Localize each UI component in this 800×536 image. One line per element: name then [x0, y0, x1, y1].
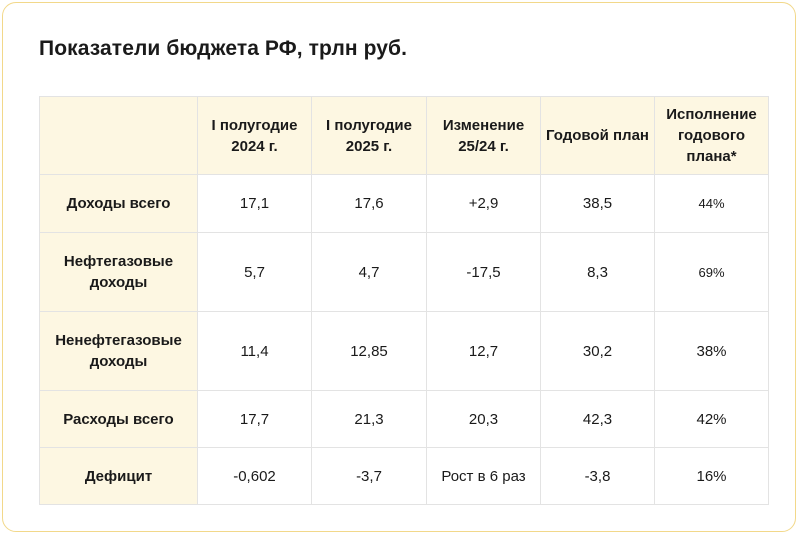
table-row: Доходы всего 17,1 17,6 +2,9 38,5 44% — [39, 174, 769, 233]
table-cell: 17,1 — [197, 174, 312, 233]
table-cell: 69% — [654, 232, 769, 312]
table-cell: 30,2 — [540, 311, 655, 391]
row-label: Нефтегазовые доходы — [39, 232, 198, 312]
row-label: Доходы всего — [39, 174, 198, 233]
page-title: Показатели бюджета РФ, трлн руб. — [39, 37, 408, 60]
table-row: Ненефтегазовые доходы 11,4 12,85 12,7 30… — [39, 311, 769, 391]
table-cell: 4,7 — [311, 232, 427, 312]
table-cell: -3,7 — [311, 447, 427, 505]
budget-table: I полугодие 2024 г. I полугодие 2025 г. … — [39, 96, 769, 505]
table-cell: 20,3 — [426, 390, 541, 448]
table-row: Нефтегазовые доходы 5,7 4,7 -17,5 8,3 69… — [39, 232, 769, 312]
table-cell: 38,5 — [540, 174, 655, 233]
table-cell: 17,7 — [197, 390, 312, 448]
table-cell: 16% — [654, 447, 769, 505]
row-label: Ненефтегазовые доходы — [39, 311, 198, 391]
table-cell: Рост в 6 раз — [426, 447, 541, 505]
row-label: Дефицит — [39, 447, 198, 505]
table-row: Расходы всего 17,7 21,3 20,3 42,3 42% — [39, 390, 769, 448]
table-row: Дефицит -0,602 -3,7 Рост в 6 раз -3,8 16… — [39, 447, 769, 505]
header-plan-execution: Исполнение годового плана* — [654, 96, 769, 175]
table-cell: -0,602 — [197, 447, 312, 505]
table-cell: 17,6 — [311, 174, 427, 233]
table-cell: 42% — [654, 390, 769, 448]
header-corner — [39, 96, 198, 175]
header-h1-2024: I полугодие 2024 г. — [197, 96, 312, 175]
header-change: Изменение 25/24 г. — [426, 96, 541, 175]
table-cell: -3,8 — [540, 447, 655, 505]
table-header-row: I полугодие 2024 г. I полугодие 2025 г. … — [39, 96, 769, 175]
table-cell: 42,3 — [540, 390, 655, 448]
table-cell: 8,3 — [540, 232, 655, 312]
table-cell: +2,9 — [426, 174, 541, 233]
row-label: Расходы всего — [39, 390, 198, 448]
table-cell: 44% — [654, 174, 769, 233]
table-cell: 12,85 — [311, 311, 427, 391]
header-h1-2025: I полугодие 2025 г. — [311, 96, 427, 175]
table-cell: -17,5 — [426, 232, 541, 312]
table-cell: 12,7 — [426, 311, 541, 391]
table-cell: 5,7 — [197, 232, 312, 312]
table-cell: 38% — [654, 311, 769, 391]
header-annual-plan: Годовой план — [540, 96, 655, 175]
table-cell: 21,3 — [311, 390, 427, 448]
table-cell: 11,4 — [197, 311, 312, 391]
